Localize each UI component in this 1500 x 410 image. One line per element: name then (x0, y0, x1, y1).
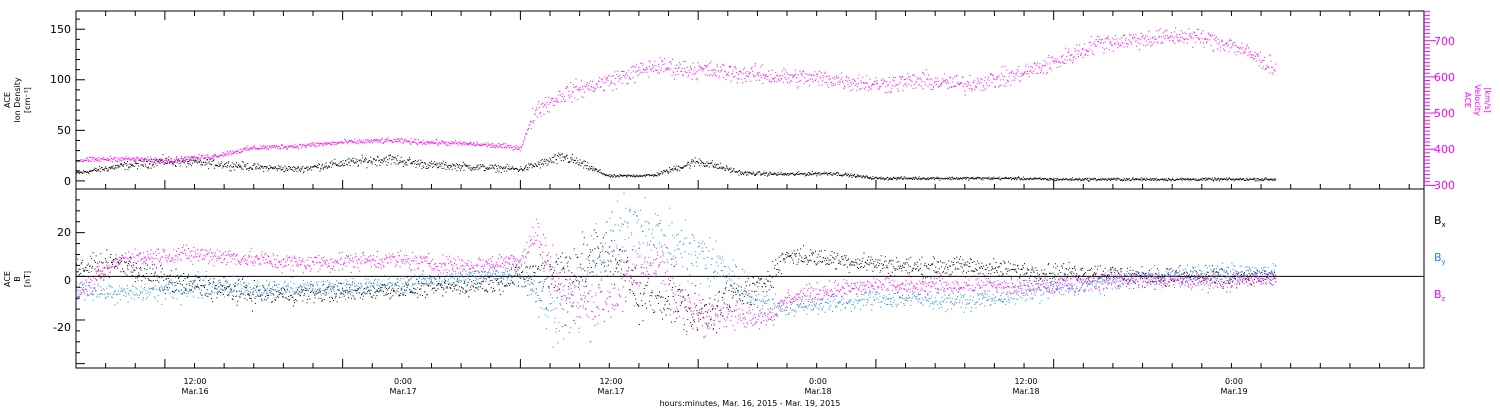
top-left-ytick: 50 (57, 124, 71, 137)
series-points (76, 27, 1277, 164)
panel-frames (75, 10, 1425, 369)
series-ion-density (76, 152, 1277, 182)
xtick-date: Mar.18 (804, 387, 831, 396)
series-points (76, 192, 1277, 348)
axis-labels: 0 50 100 150 300 400 500 600 700 -20 0 2… (3, 23, 1492, 408)
top-left-ytick: 0 (64, 175, 71, 188)
xtick-date: Mar.19 (1220, 387, 1247, 396)
top-right-ylabel-line3: [km/s] (1483, 87, 1492, 113)
bottom-ytick: 0 (64, 274, 71, 287)
xtick-time: 12:00 (599, 377, 622, 386)
series-points (76, 221, 1277, 338)
bottom-ytick: -20 (53, 321, 71, 334)
top-right-ytick: 500 (1434, 107, 1455, 120)
top-right-ylabel-line2: Velocity (1473, 84, 1482, 116)
top-right-ytick: 400 (1434, 143, 1455, 156)
series-bx (76, 221, 1277, 338)
xtick-time: 12:00 (1014, 377, 1037, 386)
xtick-time: 0:00 (394, 377, 412, 386)
xtick-date: Mar.18 (1012, 387, 1039, 396)
xtick-date: Mar.17 (597, 387, 624, 396)
legend-by: By (1434, 251, 1446, 266)
series-bz (76, 219, 1277, 343)
xtick-time: 0:00 (809, 377, 827, 386)
top-right-ytick: 300 (1434, 179, 1455, 192)
series-points (76, 152, 1277, 182)
top-right-ylabel-line1: ACE (1463, 92, 1472, 108)
top-panel-frame (75, 10, 1425, 190)
xtick-time: 0:00 (1225, 377, 1243, 386)
bottom-panel-frame (75, 188, 1425, 369)
xtick-time: 12:00 (183, 377, 206, 386)
x-axis-title: hours:minutes, Mar. 16, 2015 - Mar. 19, … (660, 399, 841, 408)
series-by (76, 192, 1277, 348)
axis-ticks (75, 11, 1436, 368)
top-left-ytick: 100 (50, 73, 71, 86)
xtick-date: Mar.17 (389, 387, 416, 396)
bottom-ylabel-line2: B (13, 276, 22, 282)
legend-bz: Bz (1434, 288, 1446, 303)
top-left-ylabel-line2: Ion Density (13, 77, 22, 123)
bottom-ytick: 20 (57, 226, 71, 239)
series-velocity (76, 27, 1277, 164)
top-right-ytick: 700 (1434, 35, 1455, 48)
top-left-ylabel-line1: ACE (3, 92, 12, 108)
plot-data-points (76, 27, 1277, 348)
xtick-date: Mar.16 (181, 387, 208, 396)
bottom-ylabel-line3: [nT] (23, 271, 32, 287)
legend-bx: Bx (1434, 214, 1446, 229)
top-left-ytick: 150 (50, 23, 71, 36)
series-points (76, 219, 1277, 343)
top-left-ylabel-line3: [cm⁻³] (23, 87, 32, 113)
bottom-ylabel-line1: ACE (3, 271, 12, 287)
top-right-ytick: 600 (1434, 71, 1455, 84)
